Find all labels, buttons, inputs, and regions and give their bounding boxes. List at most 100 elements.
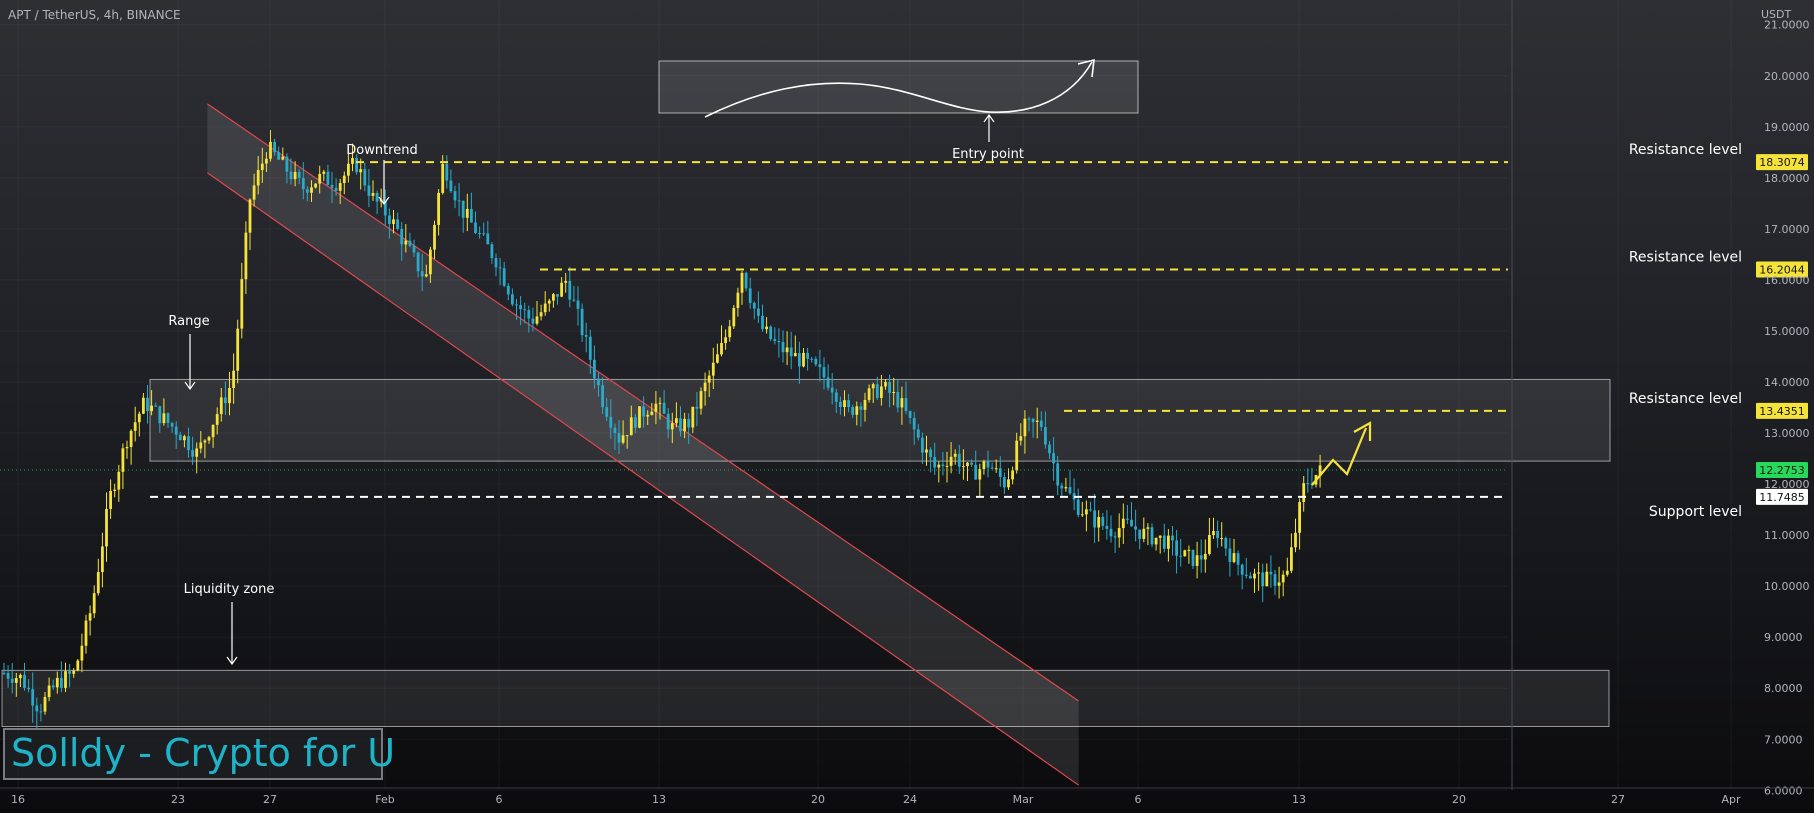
candle-body [1167,535,1170,549]
candle-body [326,171,330,185]
candle-body [347,163,350,176]
candle-body [129,430,133,447]
candle-body [1290,547,1293,571]
candle-body [203,440,207,443]
candle-body [244,232,248,280]
candle-body [269,141,272,159]
candle-body [154,405,158,407]
candle-body [195,448,199,457]
candle-body [1253,573,1256,579]
candle-body [625,435,629,437]
candle-body [371,193,375,196]
candle-body [375,193,379,202]
candle-body [224,397,227,404]
candle-body [908,410,912,418]
candle-body [1232,553,1236,562]
candle-body [781,342,785,353]
annotations: Downtrend Range Liquidity zone Entry point [168,58,1372,666]
candle-body [306,189,309,193]
candle-body [330,184,334,188]
candle-body [769,326,773,339]
candle-body [720,343,723,355]
candle-body [117,471,121,490]
candle-body [215,414,219,425]
candle-body [96,572,100,594]
candle-body [137,413,141,423]
candle-body [962,466,965,468]
candle-body [109,490,112,509]
candle-body [834,392,838,402]
candle-body [72,670,76,674]
candle-body [101,546,104,573]
candle-body [945,465,949,467]
candle-body [1162,535,1166,549]
candle-body [388,215,391,224]
candle-body [64,671,67,688]
candle-body [314,183,317,188]
candle-body [1199,555,1203,560]
candle-body [921,437,924,453]
candle-body [871,384,875,389]
candle-body [699,391,703,409]
candle-body [470,208,473,223]
entry-point-label: Entry point [952,147,1024,162]
candle-body [453,191,457,201]
candle-body [433,224,436,250]
channel-fill [207,103,1079,786]
candle-body [1249,575,1252,579]
candle-body [552,294,555,301]
level-price-text: 11.7485 [1759,491,1805,504]
level-price-text: 13.4351 [1759,405,1805,418]
candle-body [482,233,486,235]
candle-body [716,354,719,363]
candle-body [806,352,809,359]
candle-body [1265,571,1269,587]
candle-body [121,448,125,472]
candle-body [420,271,424,277]
candle-body [1035,420,1039,422]
candle-body [1179,555,1183,557]
price-axis[interactable]: 6.0000 7.0000 8.0000 9.0000 10.0000 11.0000 12… [1511,0,1810,797]
candle-body [634,417,637,428]
time-axis[interactable]: 16 23 27 Feb 6 13 20 24 Mar 6 13 20 27 Apr [0,787,1814,806]
candle-body [211,424,215,438]
candle-body [810,358,814,360]
candle-body [580,308,584,336]
candle-body [277,152,281,160]
candle-body [1117,528,1121,538]
candle-body [236,328,240,371]
candle-body [174,426,178,435]
candle-body [875,384,879,398]
candle-body [982,461,986,470]
candle-body [937,464,941,468]
candle-body [318,173,322,184]
candle-body [1273,574,1277,586]
candle-body [457,200,461,202]
price-tick-label: 6.0000 [1764,784,1803,797]
candle-body [478,233,481,235]
candle-body [900,398,904,408]
candle-body [404,240,408,245]
candle-body [728,326,732,338]
annotation-arrowhead [184,381,196,391]
level-price-text: 18.3074 [1759,156,1805,169]
candle-body [748,288,752,303]
support-level-label: Support level [1649,504,1742,520]
candle-body [125,446,129,449]
candle-body [916,429,920,438]
candle-body [285,156,289,172]
candle-body [543,303,547,313]
price-tick-label: 13.0000 [1764,427,1810,440]
candle-body [941,464,945,466]
candle-body [1281,574,1285,583]
candle-body [1105,525,1109,529]
level-price-badge [1756,261,1808,278]
candle-body [43,697,47,712]
candle-body [904,398,908,411]
candle-body [949,456,953,466]
candle-body [256,170,260,186]
candle-body [670,423,674,430]
candle-body [416,252,420,272]
